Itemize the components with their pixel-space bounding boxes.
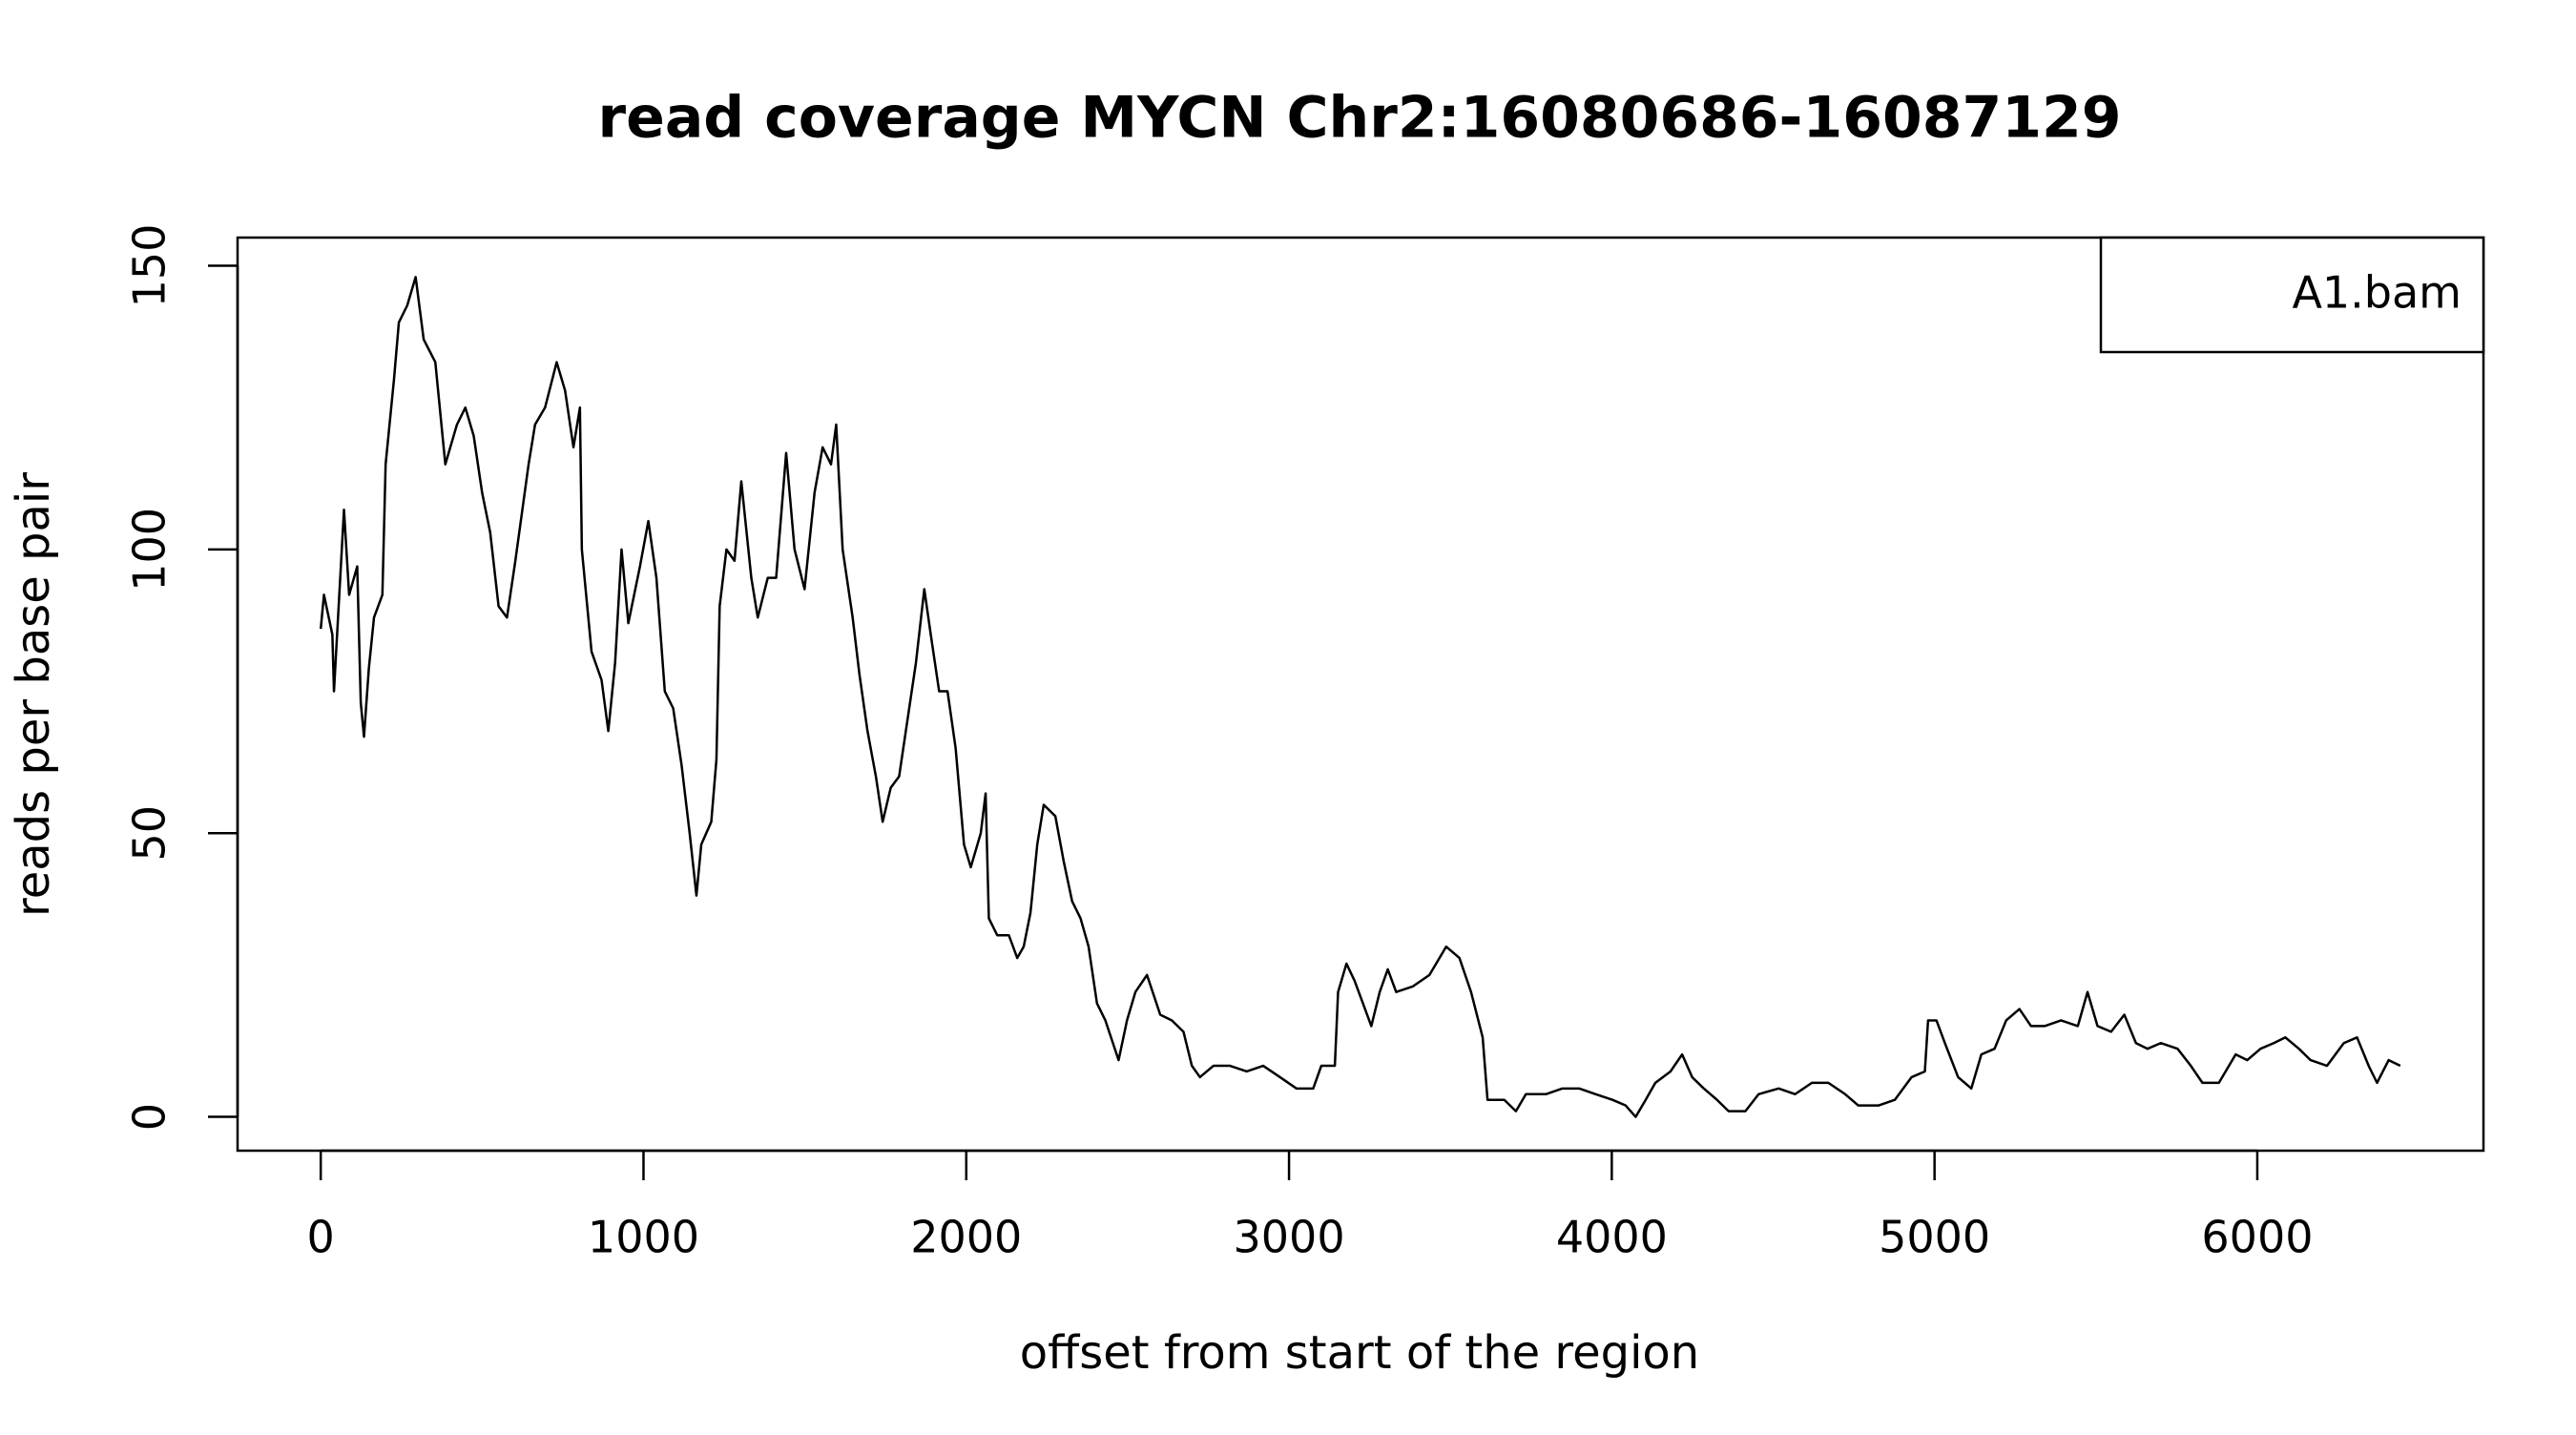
x-axis-label: offset from start of the region: [1020, 1326, 1699, 1380]
x-tick-label: 4000: [1556, 1212, 1668, 1263]
x-tick-label: 3000: [1234, 1212, 1345, 1263]
y-tick-label: 0: [124, 1103, 176, 1131]
chart-title: read coverage MYCN Chr2:16080686-1608712…: [598, 85, 2122, 152]
coverage-line: [319, 276, 2401, 1118]
y-axis-label: reads per base pair: [7, 472, 60, 917]
y-tick-label: 150: [124, 224, 176, 308]
legend-label: A1.bam: [2292, 267, 2462, 319]
legend-box: [2099, 236, 2485, 354]
y-tick-label: 100: [124, 508, 176, 592]
x-tick-label: 1000: [588, 1212, 699, 1263]
x-tick-label: 5000: [1879, 1212, 1990, 1263]
x-tick-label: 0: [307, 1212, 335, 1263]
y-tick-label: 50: [124, 805, 176, 862]
x-tick-label: 2000: [910, 1212, 1022, 1263]
x-tick-label: 6000: [2201, 1212, 2313, 1263]
plot-frame: [236, 236, 2485, 1153]
